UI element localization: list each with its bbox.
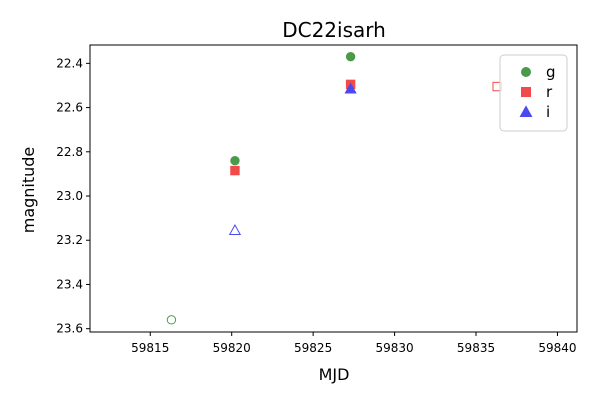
data-point-g <box>345 52 356 62</box>
legend-label-g: g <box>546 63 556 81</box>
legend-label-r: r <box>546 83 553 101</box>
x-tick-label: 59840 <box>538 341 576 355</box>
legend-marker-i <box>519 105 533 117</box>
data-point-g-open <box>166 315 177 325</box>
y-tick-label: 22.8 <box>56 145 83 159</box>
x-axis-label: MJD <box>319 365 350 384</box>
data-point-g <box>230 155 240 166</box>
x-tick-label: 59820 <box>213 341 251 355</box>
y-tick-label: 23.2 <box>56 233 83 247</box>
x-tick-label: 59830 <box>375 341 413 355</box>
y-axis-label: magnitude <box>19 147 38 234</box>
data-point-r <box>230 165 240 176</box>
x-tick-label: 59835 <box>457 341 495 355</box>
legend-box <box>499 54 568 132</box>
y-tick-label: 22.4 <box>56 56 83 70</box>
plot-area <box>89 44 578 333</box>
data-point-i <box>344 82 357 94</box>
y-tick-label: 22.6 <box>56 101 83 115</box>
legend-marker-r <box>521 87 531 97</box>
y-tick-label: 23.0 <box>56 189 83 203</box>
x-tick-label: 59825 <box>294 341 332 355</box>
x-axis-ticks: 59815 59820 59825 59830 59835 59840 <box>131 332 577 355</box>
x-tick-label: 59815 <box>131 341 169 355</box>
legend-marker-g <box>521 67 531 77</box>
y-tick-label: 23.4 <box>56 277 83 291</box>
chart-title: DC22isarh <box>282 18 386 42</box>
data-point-i-open <box>228 224 242 235</box>
data-points <box>166 52 502 325</box>
legend: gri <box>499 54 568 132</box>
y-tick-label: 23.6 <box>56 322 83 336</box>
y-axis-ticks: 22.4 22.6 22.8 23.0 23.2 23.4 23.6 <box>56 56 90 336</box>
legend-label-i: i <box>546 103 550 121</box>
